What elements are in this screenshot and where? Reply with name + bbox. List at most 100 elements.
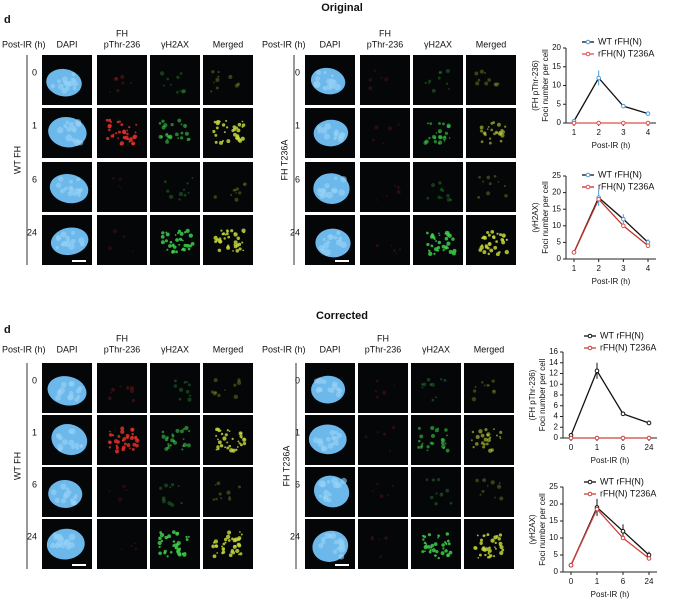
column-header: pThr-236 xyxy=(104,344,141,354)
focus xyxy=(218,492,222,496)
micrograph xyxy=(358,519,408,569)
focus xyxy=(131,447,135,451)
image-bg xyxy=(466,55,516,105)
focus xyxy=(176,551,182,556)
focus xyxy=(109,90,112,93)
texture xyxy=(323,494,329,500)
texture xyxy=(320,445,328,452)
focus xyxy=(486,246,490,250)
y-tick-label: 15 xyxy=(549,516,558,525)
micrograph xyxy=(42,519,92,569)
texture xyxy=(70,77,75,82)
focus xyxy=(441,543,445,547)
focus xyxy=(431,134,437,140)
micrograph xyxy=(413,108,463,158)
texture xyxy=(338,236,343,241)
focus xyxy=(159,532,165,538)
marker xyxy=(571,120,577,126)
focus xyxy=(442,136,447,141)
focus xyxy=(438,71,442,74)
x-tick-label: 0 xyxy=(569,577,574,586)
focus xyxy=(435,132,438,134)
focus xyxy=(474,385,477,388)
texture xyxy=(335,481,342,489)
focus xyxy=(441,244,446,249)
micrograph xyxy=(305,108,355,158)
micrograph xyxy=(150,363,200,413)
focus xyxy=(488,141,492,145)
focus xyxy=(426,122,429,125)
focus xyxy=(436,246,441,250)
focus xyxy=(428,550,432,554)
texture xyxy=(68,439,75,446)
focus xyxy=(438,142,441,145)
focus xyxy=(213,120,217,124)
focus xyxy=(375,395,379,399)
focus xyxy=(501,548,505,552)
focus xyxy=(177,137,180,140)
micrograph xyxy=(150,55,200,105)
focus xyxy=(421,550,425,554)
x-tick-label: 4 xyxy=(646,128,651,137)
focus xyxy=(214,140,218,144)
focus xyxy=(169,486,172,489)
focus xyxy=(214,240,218,244)
focus xyxy=(178,547,182,550)
focus xyxy=(486,438,491,443)
texture xyxy=(325,191,333,199)
image-bg xyxy=(150,108,200,158)
focus xyxy=(219,444,224,448)
focus xyxy=(486,175,491,180)
column-header: FH xyxy=(379,28,391,38)
focus xyxy=(164,483,169,488)
focus xyxy=(228,74,233,80)
texture xyxy=(329,532,337,540)
focus xyxy=(129,389,134,394)
focus xyxy=(504,194,508,198)
marker xyxy=(620,535,626,541)
focus xyxy=(389,449,392,452)
focus xyxy=(488,436,492,439)
focus xyxy=(188,244,193,248)
focus xyxy=(446,123,451,128)
y-tick-label: 10 xyxy=(552,81,561,90)
micrograph xyxy=(411,519,461,569)
row-label: 6 xyxy=(32,174,37,184)
y-axis-label: Foci number per cell xyxy=(538,359,547,432)
focus xyxy=(169,550,173,554)
focus xyxy=(171,433,174,436)
focus xyxy=(438,131,441,134)
group-label: WT FH xyxy=(12,452,22,480)
focus xyxy=(239,552,243,556)
focus xyxy=(421,534,425,537)
texture xyxy=(318,480,326,488)
x-tick-label: 2 xyxy=(596,264,601,273)
focus xyxy=(494,496,496,499)
focus xyxy=(375,244,379,248)
texture xyxy=(315,69,322,76)
texture xyxy=(336,547,340,551)
texture xyxy=(327,492,332,497)
texture xyxy=(340,477,347,485)
focus xyxy=(428,136,431,140)
focus xyxy=(230,229,234,233)
focus xyxy=(170,123,174,127)
focus xyxy=(429,383,433,386)
focus xyxy=(444,428,448,432)
y-axis-label: (γH2AX) xyxy=(531,202,540,233)
texture xyxy=(323,489,330,496)
focus xyxy=(488,182,492,186)
micrograph xyxy=(305,363,355,413)
column-header: DAPI xyxy=(56,39,77,49)
micrograph xyxy=(97,415,147,465)
focus xyxy=(238,431,243,436)
focus xyxy=(121,439,125,442)
y-tick-label: 15 xyxy=(552,62,561,71)
focus xyxy=(225,232,229,236)
focus xyxy=(236,446,239,448)
focus xyxy=(470,439,473,442)
focus xyxy=(474,442,479,446)
focus xyxy=(420,383,424,386)
focus xyxy=(243,183,245,186)
y-tick-label: 12 xyxy=(549,369,558,378)
